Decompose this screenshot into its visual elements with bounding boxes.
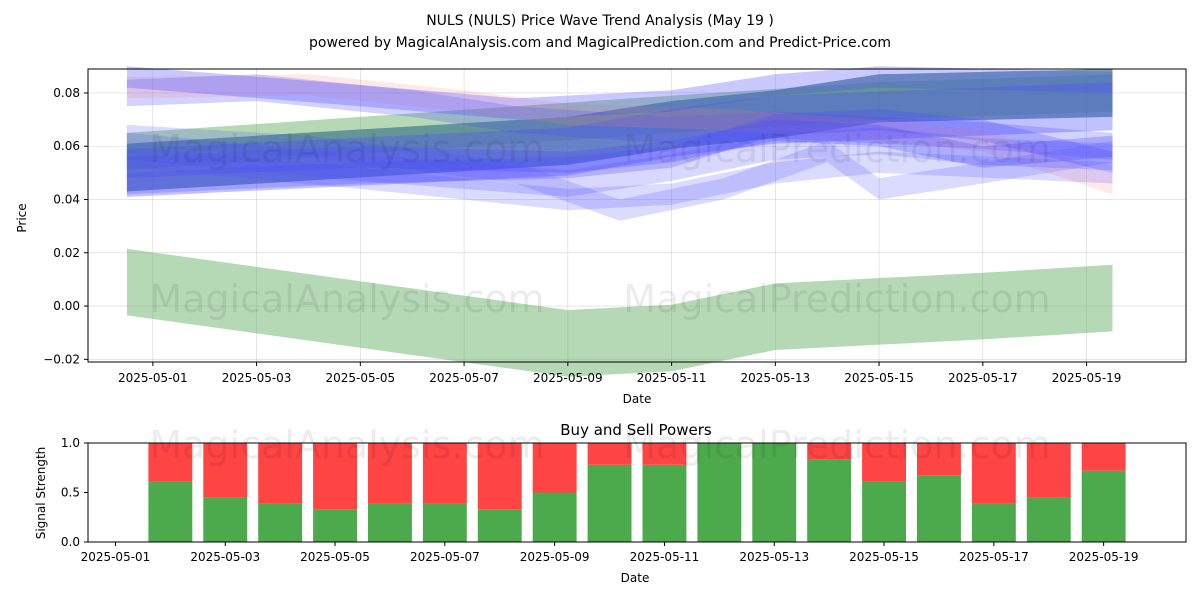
buy-sell-y-tick-label: 0.0: [61, 535, 80, 549]
wave-band-8: [126, 124, 1113, 221]
sell-bar: [313, 443, 357, 510]
sell-bar: [368, 443, 412, 504]
buy-bar: [148, 481, 193, 542]
buy-bar: [203, 497, 248, 542]
buy-bar: [697, 443, 742, 542]
buy-bar: [368, 503, 412, 542]
wave-band-5: [126, 74, 1113, 195]
buy-sell-x-tick-label: 2025-05-07: [410, 550, 480, 564]
price-wave-bands: [126, 66, 1113, 377]
price-ylabel: Price: [15, 203, 29, 232]
wave-band-6: [126, 127, 1113, 197]
price-x-tick-label: 2025-05-19: [1052, 371, 1122, 385]
wave-band-7: [126, 146, 1113, 211]
price-x-tick-label: 2025-05-09: [533, 371, 603, 385]
wave-band-9: [126, 119, 1113, 179]
price-x-tick-label: 2025-05-15: [844, 371, 914, 385]
buy-bar: [1026, 497, 1071, 542]
buy-sell-axes: 2025-05-01 2025-05-03 2025-05-05 2025-05-07…: [61, 436, 1139, 564]
wave-band-3: [126, 82, 1113, 197]
buy-sell-xlabel: Date: [621, 571, 650, 585]
watermark-prediction-mid: MagicalPrediction.com: [623, 277, 1051, 321]
watermark-prediction-top: MagicalPrediction.com: [623, 127, 1051, 171]
buy-bar: [1081, 470, 1126, 542]
buy-sell-x-tick-label: 2025-05-19: [1069, 550, 1139, 564]
buy-bar: [587, 464, 632, 542]
sell-bar: [532, 443, 577, 493]
buy-sell-x-tick-label: 2025-05-05: [300, 550, 370, 564]
price-x-tick-label: 2025-05-11: [637, 371, 707, 385]
price-x-tick-label: 2025-05-01: [118, 371, 188, 385]
price-y-tick-label: 0.02: [53, 246, 80, 260]
price-x-tick-label: 2025-05-05: [325, 371, 395, 385]
buy-sell-x-tick-label: 2025-05-01: [81, 550, 151, 564]
wave-band-2: [126, 69, 1113, 192]
price-y-tick-label: 0.00: [53, 299, 80, 313]
buy-sell-x-tick-label: 2025-05-17: [959, 550, 1029, 564]
sell-bar: [862, 443, 906, 482]
sell-bar: [1081, 443, 1126, 471]
sell-bar: [203, 443, 248, 498]
buy-bar: [917, 475, 961, 542]
buy-bar: [422, 503, 467, 542]
price-x-tick-label: 2025-05-07: [429, 371, 499, 385]
wave-band-11: [126, 66, 1113, 120]
buy-sell-x-tick-label: 2025-05-03: [190, 550, 260, 564]
sell-bar: [148, 443, 193, 482]
buy-bar: [807, 459, 852, 542]
chart-title: NULS (NULS) Price Wave Trend Analysis (M…: [426, 13, 774, 29]
sell-bar: [807, 443, 852, 460]
watermark-analysis-mid: MagicalAnalysis.com: [149, 277, 544, 321]
watermark-prediction-bottom: MagicalPrediction.com: [623, 423, 1051, 467]
chart-subtitle: powered by MagicalAnalysis.com and Magic…: [309, 35, 891, 51]
buy-bar: [642, 464, 687, 542]
buy-bar: [258, 503, 303, 542]
price-x-tick-label: 2025-05-03: [222, 371, 292, 385]
price-x-tick-label: 2025-05-13: [740, 371, 810, 385]
buy-bar: [313, 509, 357, 542]
price-y-tick-label: −0.02: [43, 352, 80, 366]
buy-sell-y-tick-label: 0.5: [61, 486, 80, 500]
watermark-analysis-bottom: MagicalAnalysis.com: [149, 423, 544, 467]
buy-sell-bars: [148, 443, 1126, 542]
sell-bar: [971, 443, 1016, 504]
buy-sell-x-tick-label: 2025-05-15: [849, 550, 919, 564]
buy-bar: [532, 492, 577, 542]
price-x-tick-label: 2025-05-17: [948, 371, 1018, 385]
sell-bar: [477, 443, 522, 510]
buy-sell-x-tick-label: 2025-05-11: [630, 550, 700, 564]
buy-bar: [477, 509, 522, 542]
price-y-tick-label: 0.06: [53, 139, 80, 153]
buy-sell-title: Buy and Sell Powers: [560, 421, 712, 439]
buy-bar: [752, 443, 797, 542]
sell-bar: [258, 443, 303, 504]
buy-sell-x-tick-label: 2025-05-13: [739, 550, 809, 564]
sell-bar: [587, 443, 632, 465]
sell-bar: [1026, 443, 1071, 498]
sell-bar: [422, 443, 467, 504]
wave-band-4: [126, 74, 1113, 160]
buy-sell-ylabel: Signal Strength: [34, 447, 48, 540]
watermark-analysis-top: MagicalAnalysis.com: [149, 127, 544, 171]
price-xlabel: Date: [623, 392, 652, 406]
price-y-tick-label: 0.04: [53, 193, 80, 207]
wave-band-0: [126, 248, 1113, 377]
buy-bar: [862, 481, 906, 542]
sell-bar: [642, 443, 687, 465]
wave-band-10: [126, 109, 1113, 195]
buy-bar: [971, 503, 1016, 542]
buy-sell-x-tick-label: 2025-05-09: [520, 550, 590, 564]
price-plot-frame: [87, 68, 1187, 363]
buy-sell-plot-frame: [87, 442, 1187, 543]
price-axes: 2025-05-01 2025-05-03 2025-05-05 2025-05-07…: [43, 86, 1121, 385]
buy-sell-y-tick-label: 1.0: [61, 436, 80, 450]
price-y-tick-label: 0.08: [53, 86, 80, 100]
sell-bar: [917, 443, 961, 476]
